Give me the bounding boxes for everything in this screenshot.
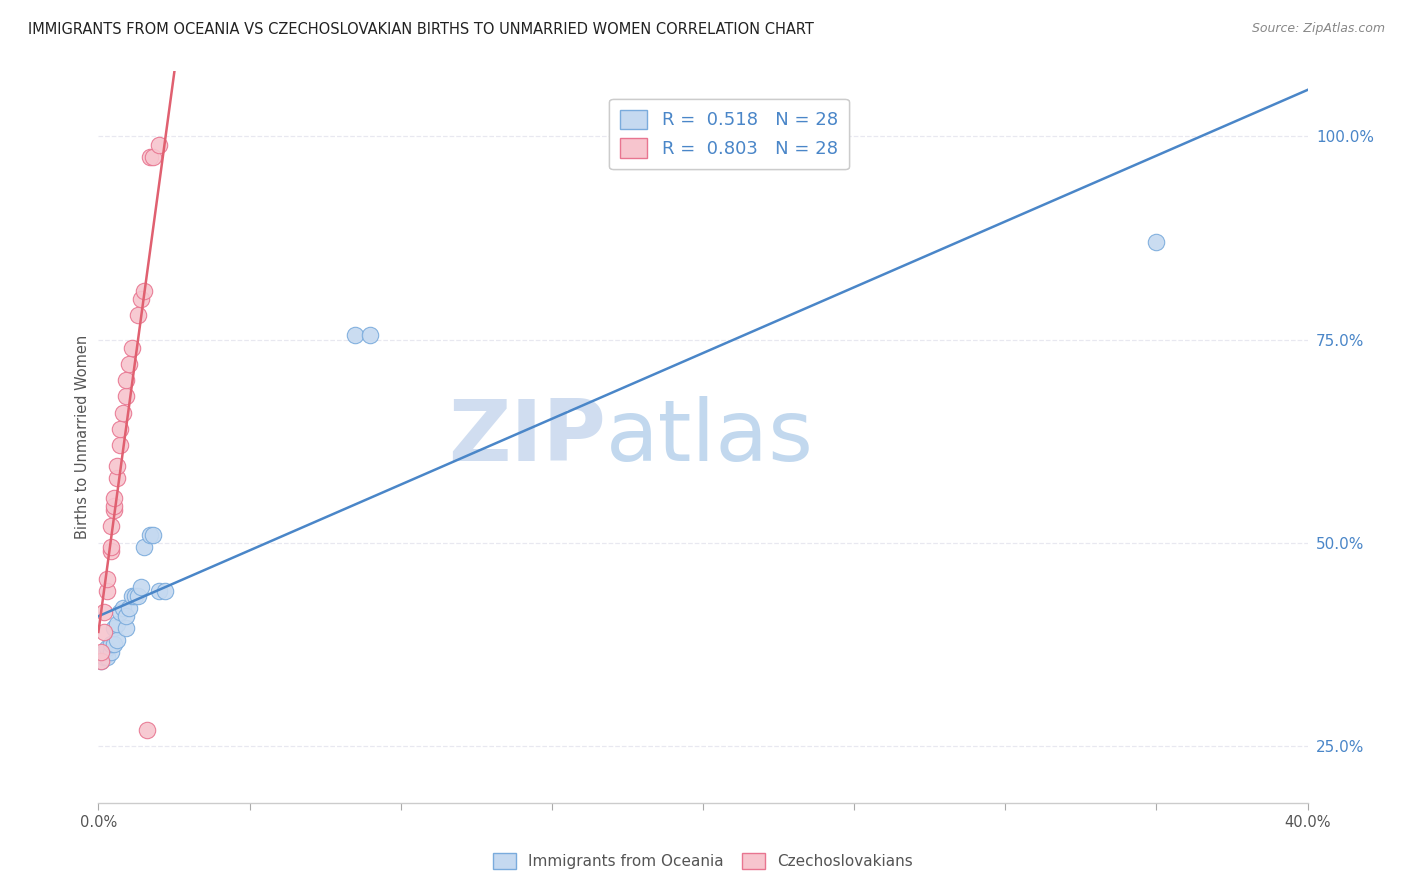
Point: [100, 544, 122, 558]
Point: [90, 654, 112, 668]
Point: [118, 600, 141, 615]
Text: IMMIGRANTS FROM OCEANIA VS CZECHOSLOVAKIAN BIRTHS TO UNMARRIED WOMEN CORRELATION: IMMIGRANTS FROM OCEANIA VS CZECHOSLOVAKI…: [28, 22, 814, 37]
Point: [96, 649, 118, 664]
Point: [118, 357, 141, 371]
Legend: Immigrants from Oceania, Czechoslovakians: Immigrants from Oceania, Czechoslovakian…: [486, 847, 920, 875]
Point: [103, 621, 125, 635]
Point: [93, 649, 115, 664]
Point: [103, 503, 125, 517]
Point: [105, 471, 128, 485]
Point: [105, 458, 128, 473]
Point: [1144, 235, 1167, 249]
Point: [96, 584, 118, 599]
Point: [103, 637, 125, 651]
Point: [129, 292, 152, 306]
Point: [360, 328, 382, 343]
Point: [100, 637, 122, 651]
Point: [111, 406, 134, 420]
Point: [142, 527, 165, 541]
Point: [121, 341, 143, 355]
Point: [344, 328, 367, 343]
Point: [93, 605, 115, 619]
Text: ZIP: ZIP: [449, 395, 606, 479]
Point: [93, 625, 115, 640]
Point: [108, 605, 131, 619]
Point: [148, 137, 170, 152]
Point: [114, 621, 136, 635]
Text: Source: ZipAtlas.com: Source: ZipAtlas.com: [1251, 22, 1385, 36]
Point: [114, 373, 136, 387]
Point: [121, 589, 143, 603]
Point: [127, 589, 149, 603]
Point: [127, 308, 149, 322]
Point: [114, 389, 136, 403]
Legend: R =  0.518   N = 28, R =  0.803   N = 28: R = 0.518 N = 28, R = 0.803 N = 28: [609, 99, 849, 169]
Point: [108, 438, 131, 452]
Point: [100, 645, 122, 659]
Point: [96, 572, 118, 586]
Point: [124, 589, 146, 603]
Point: [96, 641, 118, 656]
Text: atlas: atlas: [606, 395, 814, 479]
Y-axis label: Births to Unmarried Women: Births to Unmarried Women: [75, 335, 90, 539]
Point: [139, 150, 162, 164]
Point: [100, 540, 122, 554]
Point: [148, 584, 170, 599]
Point: [105, 617, 128, 632]
Point: [132, 284, 155, 298]
Point: [129, 581, 152, 595]
Point: [93, 645, 115, 659]
Point: [142, 150, 165, 164]
Point: [100, 519, 122, 533]
Point: [90, 654, 112, 668]
Point: [139, 527, 162, 541]
Point: [132, 540, 155, 554]
Point: [103, 491, 125, 505]
Point: [153, 584, 176, 599]
Point: [135, 723, 157, 737]
Point: [111, 600, 134, 615]
Point: [114, 608, 136, 623]
Point: [108, 422, 131, 436]
Point: [90, 645, 112, 659]
Point: [105, 633, 128, 648]
Point: [103, 499, 125, 513]
